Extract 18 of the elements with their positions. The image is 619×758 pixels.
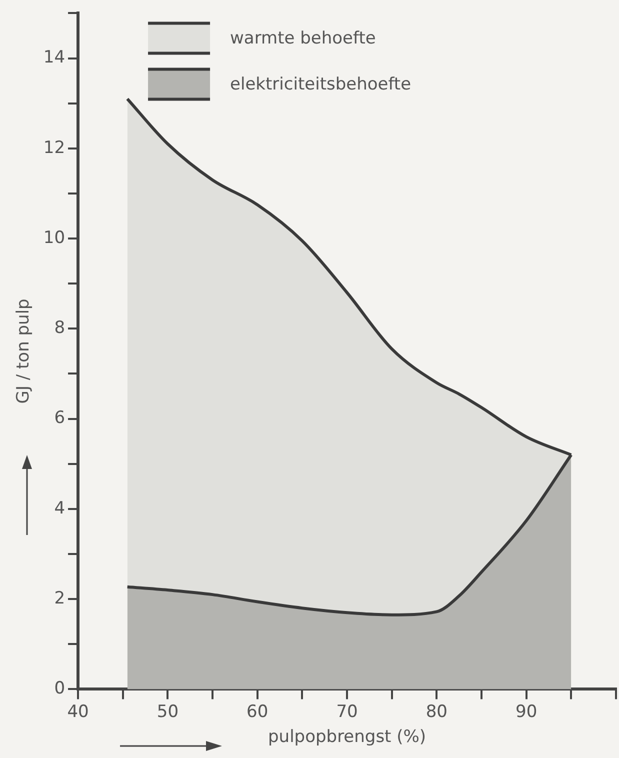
- x-axis-title: pulpopbrengst (%): [268, 727, 426, 748]
- y-tick-label: 4: [54, 498, 66, 518]
- y-tick-label: 2: [54, 588, 66, 608]
- y-tick-label: 10: [43, 228, 66, 248]
- y-tick-label: 14: [43, 48, 66, 68]
- x-tick-label: 70: [336, 702, 358, 722]
- legend-label: elektriciteitsbehoefte: [230, 74, 412, 95]
- x-tick-label: 40: [67, 702, 89, 722]
- x-tick-label: 80: [426, 702, 448, 722]
- x-tick-label: 60: [246, 702, 268, 722]
- y-tick-label: 12: [43, 138, 66, 158]
- x-tick-label: 90: [516, 702, 538, 722]
- legend-label: warmte behoefte: [230, 28, 376, 49]
- x-tick-label: 50: [156, 702, 179, 722]
- y-axis-title: GJ / ton pulp: [14, 298, 34, 404]
- y-tick-label: 6: [54, 408, 66, 428]
- y-tick-label: 8: [54, 318, 66, 338]
- y-tick-label: 0: [54, 678, 66, 699]
